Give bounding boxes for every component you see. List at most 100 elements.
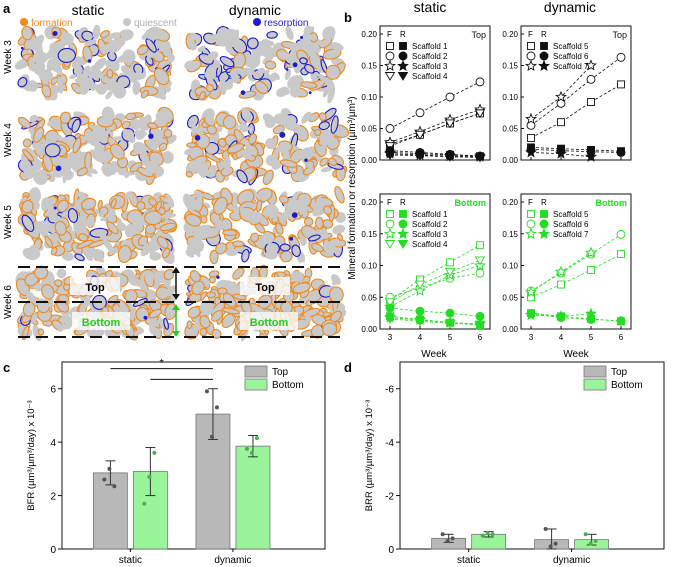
bone-particle bbox=[148, 320, 160, 328]
data-point bbox=[446, 258, 454, 267]
sample-point bbox=[593, 538, 598, 543]
bone-particle bbox=[107, 50, 117, 62]
series-line bbox=[389, 154, 481, 158]
data-point bbox=[616, 52, 626, 62]
bottom-arrow-head-down bbox=[172, 331, 180, 337]
y-tick-label: 0.15 bbox=[361, 62, 377, 71]
x-tick-label: 3 bbox=[388, 333, 393, 342]
bone-particle bbox=[136, 201, 146, 211]
bone-particle bbox=[187, 32, 198, 42]
bone-particle bbox=[161, 151, 174, 164]
bone-particle bbox=[213, 196, 228, 215]
y-tick-label: 0.15 bbox=[502, 230, 518, 239]
resorption-speck bbox=[279, 131, 286, 138]
data-point bbox=[475, 268, 485, 278]
y-axis-label: BFR (µm³/µm³/day) x 10⁻³ bbox=[26, 400, 37, 510]
series-formation-scaffold-4 bbox=[384, 109, 486, 152]
resorption-speck bbox=[304, 158, 308, 162]
chart-bfr: 0 2 4 6 BFR (µm³/µm³/day) x 10⁻³ static dynami… bbox=[26, 358, 326, 566]
bone-particle bbox=[19, 59, 27, 67]
legend-marker-resorption bbox=[397, 72, 409, 81]
legend-quiescent-dot bbox=[123, 18, 131, 26]
bone-particle bbox=[185, 198, 198, 211]
bone-particle bbox=[165, 194, 175, 208]
bone-particle bbox=[122, 128, 136, 144]
bone-particle bbox=[318, 112, 327, 121]
bone-particle bbox=[304, 63, 315, 74]
bone-particle bbox=[241, 107, 253, 123]
week6-annotations: Top Bottom Top Bottom bbox=[18, 266, 345, 338]
legend-marker-formation bbox=[385, 51, 395, 61]
bone-particle bbox=[207, 51, 219, 61]
bone-particle bbox=[215, 125, 223, 132]
data-point bbox=[616, 316, 626, 326]
bone-particle bbox=[279, 159, 298, 168]
bone-particle bbox=[250, 232, 260, 243]
bone-particle bbox=[219, 55, 235, 68]
panel-label-b: b bbox=[344, 10, 352, 25]
resorption-speck bbox=[292, 62, 298, 68]
bone-particle bbox=[185, 170, 193, 178]
bone-particle bbox=[133, 141, 147, 155]
y-tick-label: 6 bbox=[50, 385, 56, 396]
bone-particle bbox=[204, 70, 217, 80]
bone-particle bbox=[319, 129, 335, 146]
bone-particle bbox=[46, 303, 55, 308]
bone-particle bbox=[97, 199, 103, 210]
bone-particle bbox=[86, 327, 105, 339]
bone-particle bbox=[90, 82, 98, 91]
bone-particle bbox=[87, 167, 98, 175]
bone-particle bbox=[242, 149, 252, 160]
bone-particle bbox=[44, 143, 61, 158]
data-point bbox=[587, 265, 595, 274]
y-tick-label: 0 bbox=[388, 545, 394, 556]
legend-entry: Scaffold 3 bbox=[412, 62, 448, 71]
series-line bbox=[389, 272, 481, 298]
bone-particle bbox=[56, 199, 69, 213]
bone-particle bbox=[265, 154, 278, 167]
legend-marker-formation bbox=[384, 227, 396, 239]
bone-particle bbox=[28, 63, 41, 72]
top-label-backdrop-dynamic bbox=[240, 277, 290, 295]
bone-particle bbox=[214, 218, 225, 231]
bone-particle bbox=[222, 229, 238, 236]
data-point bbox=[585, 150, 597, 162]
row-label-week6: Week 6 bbox=[3, 285, 14, 319]
series-line bbox=[389, 307, 481, 317]
data-point bbox=[616, 229, 626, 239]
bone-particle bbox=[241, 248, 250, 263]
series-resorption-scaffold-7 bbox=[525, 146, 597, 162]
scan-image-s-w6 bbox=[15, 265, 178, 342]
data-point bbox=[617, 80, 625, 89]
bone-particle bbox=[102, 237, 115, 254]
data-point bbox=[444, 119, 456, 129]
legend-marker-formation bbox=[386, 210, 394, 218]
bar-top-static bbox=[92, 472, 128, 550]
bone-particle bbox=[311, 243, 324, 253]
bone-particle bbox=[236, 169, 248, 184]
bone-particle bbox=[21, 25, 34, 41]
bone-particle bbox=[214, 31, 230, 47]
bone-particle bbox=[290, 271, 304, 282]
resorption-speck bbox=[308, 91, 312, 95]
bone-particle bbox=[121, 120, 131, 130]
series-resorption-scaffold-5 bbox=[527, 309, 625, 326]
bone-particle bbox=[211, 310, 223, 322]
bone-particle bbox=[134, 71, 143, 81]
week6-bottom-label-dynamic: Bottom bbox=[250, 317, 289, 329]
bone-particle bbox=[124, 191, 133, 200]
y-tick-label: -2 bbox=[385, 492, 394, 503]
bone-particle bbox=[85, 217, 95, 227]
bone-particle bbox=[262, 169, 274, 186]
bone-particle bbox=[257, 41, 264, 49]
top-arrow-head-down bbox=[172, 294, 180, 300]
week6-top-label-static: Top bbox=[85, 282, 105, 294]
data-point bbox=[525, 308, 537, 321]
legend-resorption-dot bbox=[253, 18, 261, 26]
bone-particle bbox=[204, 113, 215, 123]
legend-entry: Scaffold 7 bbox=[553, 62, 589, 71]
bone-particle bbox=[145, 223, 157, 235]
legend-marker-formation bbox=[385, 219, 395, 229]
legend-marker-resorption bbox=[397, 240, 409, 249]
